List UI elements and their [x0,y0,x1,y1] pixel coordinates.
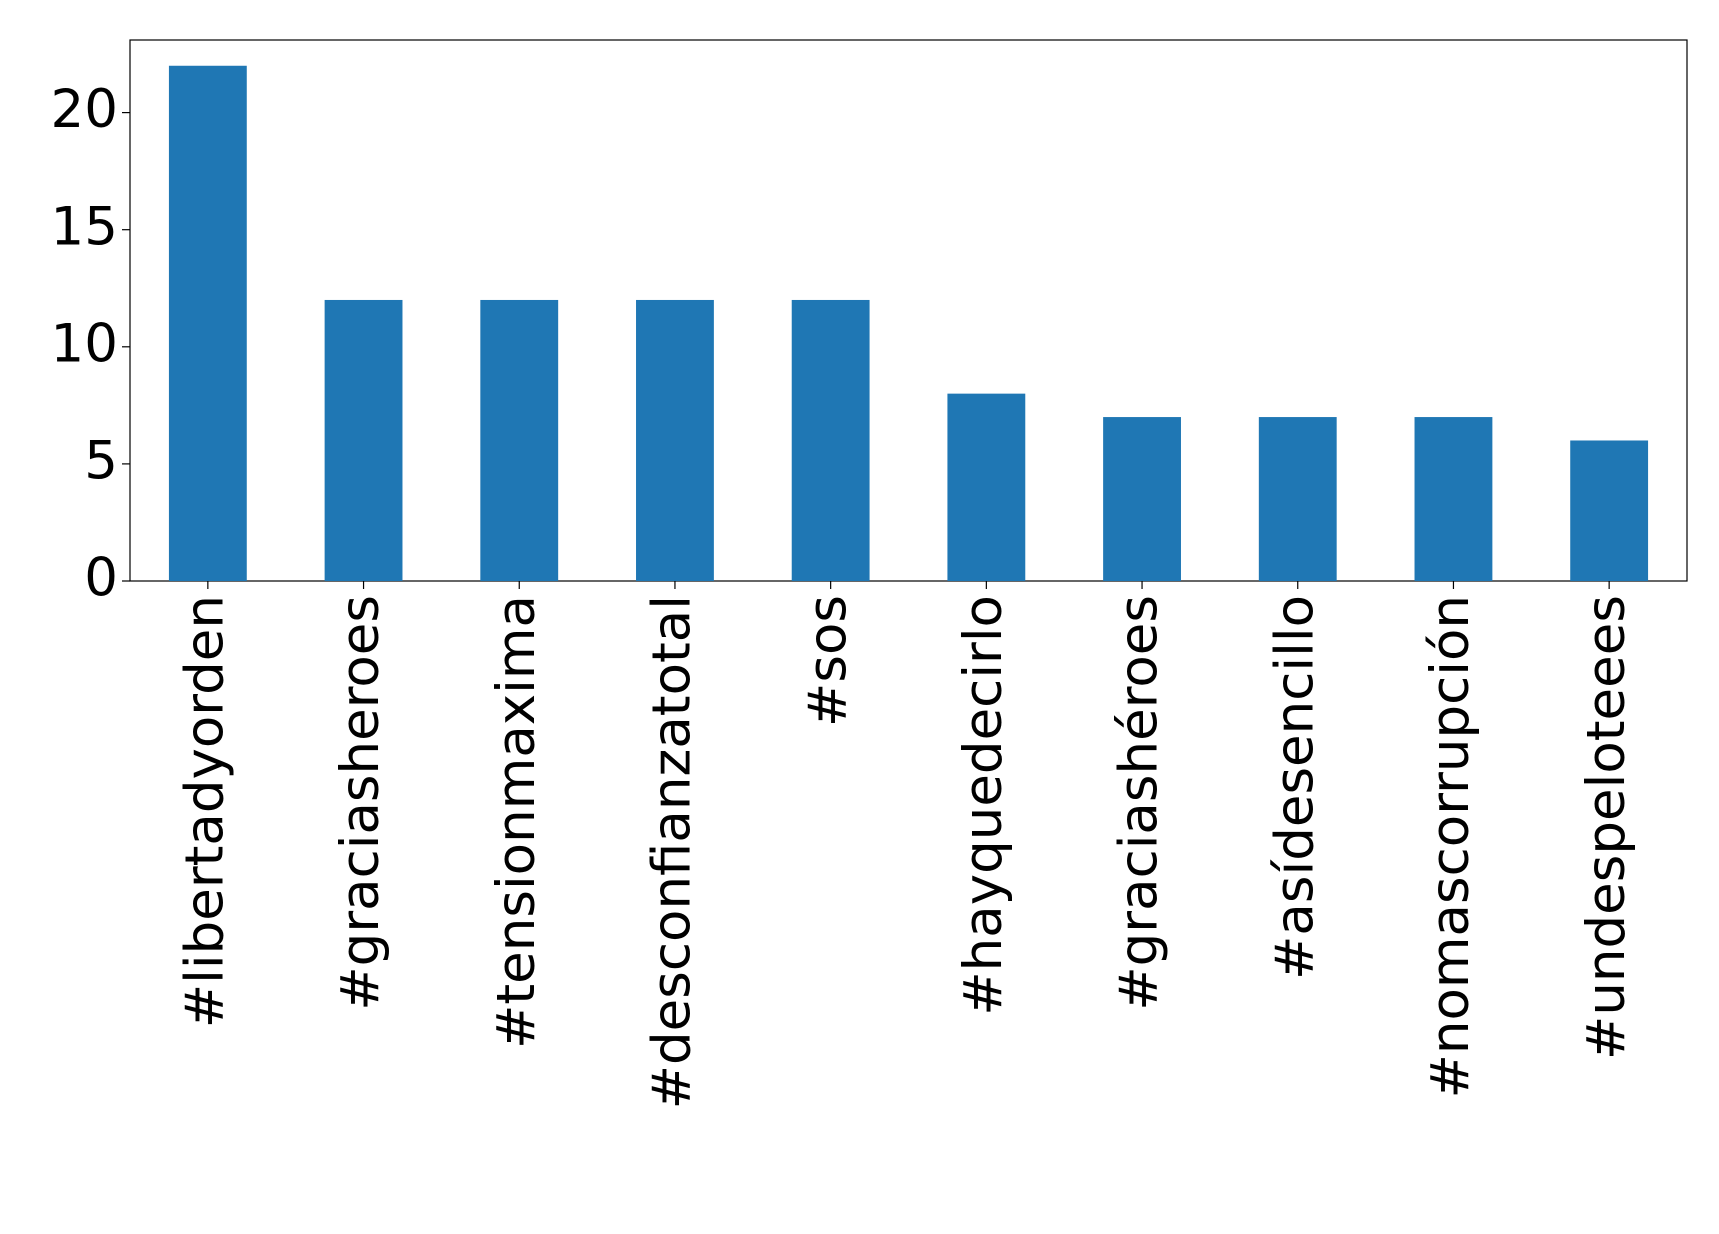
bar [324,299,403,581]
bar [1103,417,1181,581]
x-tick-label: #asídesencillo [1264,595,1325,980]
x-tick-label: #hayquedecirlo [953,595,1014,1016]
x-tick-label: #graciashéroes [1109,595,1170,1011]
bar [480,299,559,581]
x-tick-label: #libertadyorden [174,595,235,1028]
bar [168,65,247,581]
bar [1414,417,1493,581]
bar [791,299,870,581]
x-tick-label: #tensionmaxima [486,595,547,1049]
y-tick-label: 5 [84,431,118,492]
x-tick-label: #graciasheroes [330,595,391,1011]
y-tick-label: 0 [84,548,118,609]
x-tick-label: #nomascorrupción [1420,595,1481,1098]
axes-frame [129,39,1688,582]
x-tick-label: #desconfianzatotal [642,595,703,1109]
x-tick-label: #undespeloteees [1576,595,1637,1060]
y-tick-label: 15 [51,196,118,257]
bar [947,393,1026,581]
x-tick-label: #sos [797,595,858,727]
y-tick-label: 10 [51,313,118,374]
bar [1570,440,1649,581]
bar [636,299,714,581]
y-tick-label: 20 [51,79,118,140]
bar [1258,417,1337,581]
